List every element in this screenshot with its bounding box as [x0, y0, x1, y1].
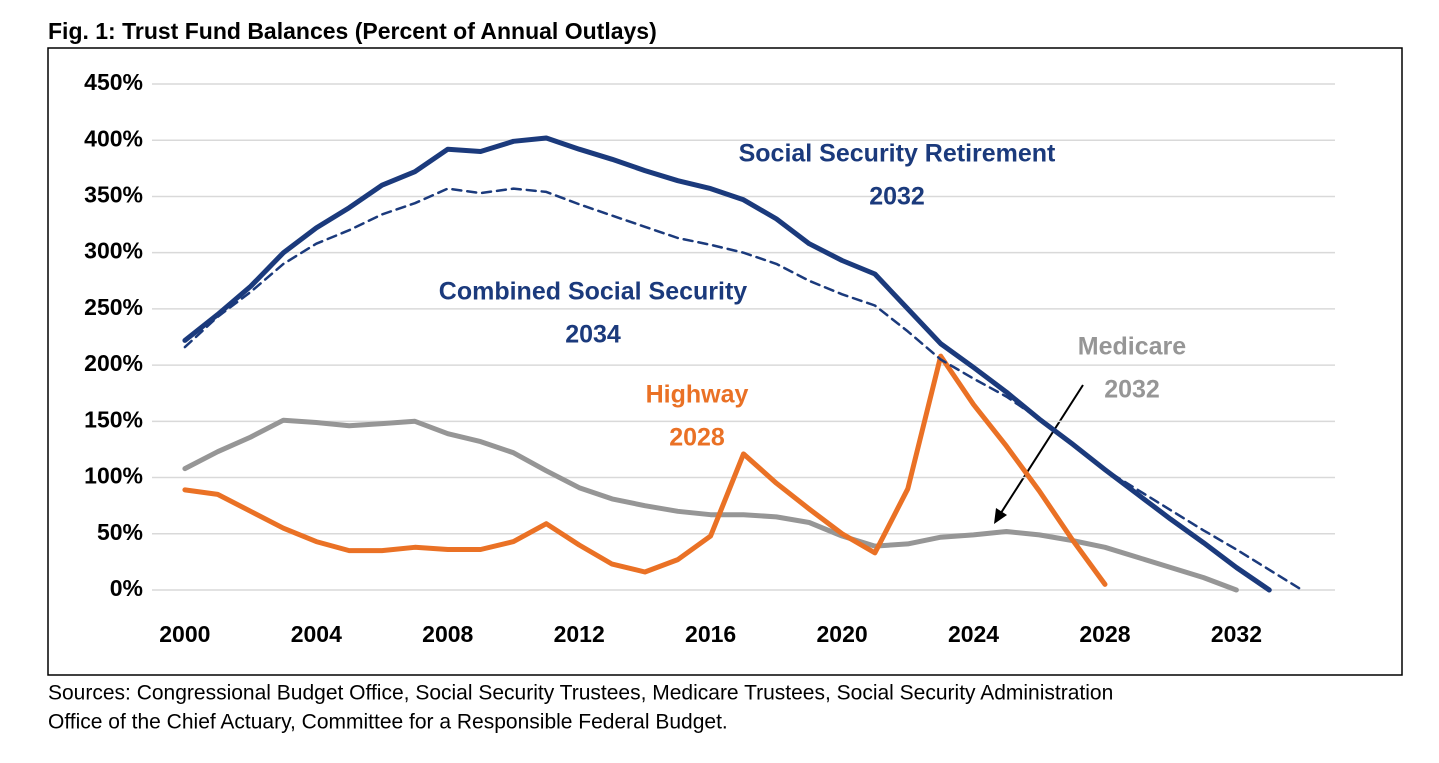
x-tick-label: 2032: [1211, 621, 1262, 647]
series-line: [182, 353, 1108, 587]
series-annotation: 2032: [1104, 376, 1160, 404]
annotation-arrow: [998, 384, 1084, 517]
chart-frame: [47, 47, 1403, 676]
y-tick-label: 450%: [84, 69, 143, 95]
x-tick-label: 2020: [816, 621, 867, 647]
series-label: Highway: [646, 381, 749, 409]
y-tick-label: 400%: [84, 125, 143, 151]
series-label: Social Security Retirement: [739, 140, 1056, 168]
series-line: [182, 417, 1239, 593]
x-tick-label: 2028: [1079, 621, 1130, 647]
series-annotation: 2032: [869, 183, 925, 211]
x-tick-label: 2024: [948, 621, 999, 647]
arrow-head: [994, 508, 1007, 524]
chart-title: Fig. 1: Trust Fund Balances (Percent of …: [48, 18, 657, 44]
y-tick-label: 350%: [84, 182, 143, 208]
y-tick-label: 150%: [84, 406, 143, 432]
y-tick-label: 100%: [84, 463, 143, 489]
y-tick-label: 250%: [84, 294, 143, 320]
series-annotation: 2034: [565, 321, 621, 349]
series-line: [182, 135, 1272, 593]
y-tick-label: 300%: [84, 238, 143, 264]
source-note: Office of the Chief Actuary, Committee f…: [48, 711, 728, 734]
x-tick-label: 2012: [554, 621, 605, 647]
x-tick-label: 2000: [159, 621, 210, 647]
y-tick-label: 50%: [97, 519, 143, 545]
series-label: Combined Social Security: [439, 278, 748, 306]
x-tick-label: 2008: [422, 621, 473, 647]
series-label: Medicare: [1078, 333, 1186, 361]
x-tick-label: 2016: [685, 621, 736, 647]
series-annotation: 2028: [669, 424, 725, 452]
y-tick-label: 0%: [110, 575, 143, 601]
x-tick-label: 2004: [291, 621, 342, 647]
y-tick-label: 200%: [84, 350, 143, 376]
source-note: Sources: Congressional Budget Office, So…: [48, 682, 1113, 705]
